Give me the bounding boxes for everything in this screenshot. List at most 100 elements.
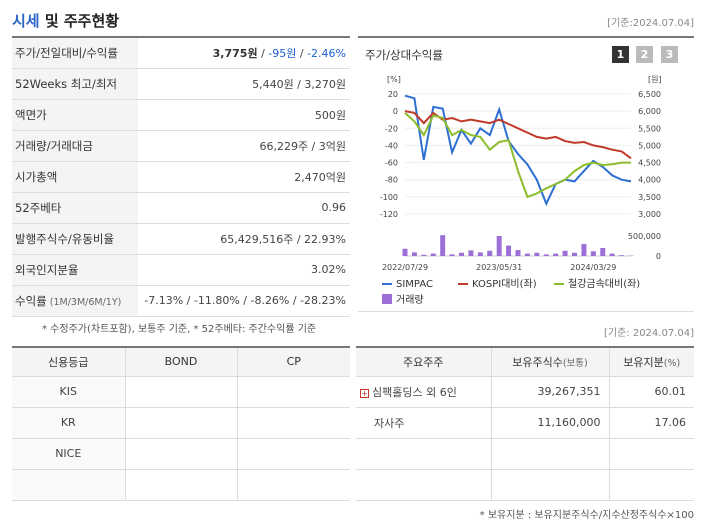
cp-cell (236, 407, 350, 439)
row-label: 52Weeks 최고/최저 (12, 68, 138, 100)
bond-cell (124, 469, 237, 501)
empty-cell (608, 469, 694, 501)
empty-cell (608, 438, 694, 470)
row-label: 수익률 (1M/3M/6M/1Y) (12, 285, 138, 317)
table-row: 외국인지분율 3.02% (12, 254, 350, 286)
legend-swatch (382, 294, 392, 304)
right-tick-label: 5,500 (638, 124, 661, 133)
title-sub: 및 주주현황 (39, 12, 120, 30)
table-row: 액면가 500원 (12, 99, 350, 131)
volume-bar (459, 252, 464, 256)
table-row: 주가/전일대비/수익률 3,775원 / -95원 / -2.46% (12, 37, 350, 69)
agency-cell: NICE (12, 438, 125, 470)
asof-date-2: [기준: 2024.07.04] (603, 328, 694, 339)
pct-cell: 17.06 (608, 407, 694, 439)
right-tick-label: 6,500 (638, 90, 661, 99)
left-tick-label: -40 (385, 141, 398, 150)
header-unit: (보통) (562, 357, 588, 369)
chart-page-3-button[interactable]: 3 (661, 46, 678, 63)
price-change-return: 3,775원 / -95원 / -2.46% (138, 37, 350, 69)
quote-table: 주가/전일대비/수익률 3,775원 / -95원 / -2.46% 52Wee… (12, 36, 350, 317)
row-label: 52주베타 (12, 192, 138, 224)
volume-bar (402, 248, 408, 256)
header-main: 보유지분 (623, 355, 664, 369)
volume-bar (515, 250, 521, 256)
volume-bar (590, 251, 596, 256)
table-row: KIS (12, 376, 350, 408)
left-tick-label: -20 (385, 124, 398, 133)
holder-name: 심팩홀딩스 외 6인 (372, 385, 457, 399)
empty-cell (490, 438, 609, 470)
right-tick-label: 4,500 (638, 159, 661, 168)
agency-cell: KIS (12, 376, 125, 408)
right-tick-label: 3,000 (638, 210, 661, 219)
volume-bar (430, 253, 436, 256)
header-unit: (%) (663, 357, 681, 369)
volume-bar (487, 250, 493, 256)
column-header: 보유지분(%) (608, 347, 694, 377)
agency-cell (12, 469, 125, 501)
column-header: CP (236, 347, 350, 377)
table-row: 수익률 (1M/3M/6M/1Y) -7.13% / -11.80% / -8.… (12, 285, 350, 317)
change-value: -95원 (268, 46, 297, 60)
row-value: 65,429,516주 / 22.93% (138, 223, 350, 255)
volume-bar (449, 254, 455, 256)
column-header: 보유주식수(보통) (490, 347, 609, 377)
volume-bar (524, 253, 530, 256)
shareholders-footnote: * 보유지분 : 보유지분주식수/지수산정주식수×100 (479, 510, 694, 521)
chart-title: 주가/상대수익률 (365, 48, 443, 62)
table-row: KR (12, 407, 350, 439)
volume-bar (609, 253, 615, 256)
row-value: -7.13% / -11.80% / -8.26% / -28.23% (138, 285, 350, 317)
agency-cell: KR (12, 407, 125, 439)
shareholders-table: 주요주주 보유주식수(보통) 보유지분(%) + 심팩홀딩스 외 6인 39,26… (356, 346, 694, 501)
volume-bar (553, 253, 559, 256)
chart-panel: 주가/상대수익률 1 2 3 [%] [원] 20 0 -20 -40 -60 -80 -100… (358, 36, 694, 312)
column-header: BOND (124, 347, 237, 377)
row-value: 5,440원 / 3,270원 (138, 68, 350, 100)
left-tick-label: -80 (385, 176, 398, 185)
volume-bar (496, 236, 502, 256)
bond-cell (124, 407, 237, 439)
row-label: 주가/전일대비/수익률 (12, 37, 138, 69)
price-chart: [%] [원] 20 0 -20 -40 -60 -80 -100 -120 6,500 6,000 5… (380, 75, 662, 306)
row-value: 2,470억원 (138, 161, 350, 193)
volume-bar (562, 250, 568, 256)
shares-cell: 11,160,000 (490, 407, 609, 439)
row-value: 66,229주 / 3억원 (138, 130, 350, 162)
cp-cell (236, 438, 350, 470)
right-tick-label: 4,000 (638, 176, 661, 185)
empty-cell (356, 469, 491, 501)
right-tick-label: 6,000 (638, 107, 661, 116)
left-tick-label: 20 (388, 90, 398, 99)
table-row (356, 469, 694, 501)
page-title: 시세 및 주주현황 (12, 10, 119, 31)
row-label: 거래량/거래대금 (12, 130, 138, 162)
table-row: + 심팩홀딩스 외 6인 39,267,351 60.01 (356, 376, 694, 408)
shares-cell: 39,267,351 (490, 376, 609, 408)
right-tick-label: 5,000 (638, 141, 661, 150)
left-tick-label: -100 (380, 193, 398, 202)
legend-label: 거래량 (396, 294, 424, 306)
volume-bar (619, 255, 625, 256)
asof-date: [기준:2024.07.04] (607, 18, 694, 29)
price-value: 3,775원 (212, 46, 258, 60)
volume-bar (543, 254, 549, 256)
expand-plus-icon[interactable]: + (360, 388, 369, 398)
chart-page-2-button[interactable]: 2 (636, 46, 653, 63)
table-row: NICE (12, 438, 350, 470)
volume-bar (411, 252, 417, 256)
table-row: 자사주 11,160,000 17.06 (356, 407, 694, 439)
x-tick-label: 2023/05/31 (476, 263, 522, 272)
volume-bar (477, 252, 483, 256)
column-header: 신용등급 (12, 347, 125, 377)
table-row: 52주베타 0.96 (12, 192, 350, 224)
chart-page-1-button[interactable]: 1 (612, 46, 629, 63)
volume-bar (581, 244, 587, 256)
table-row (12, 469, 350, 501)
quote-footnote: * 수정주가(차트포함), 보통주 기준, * 52주베타: 주간수익률 기준 (42, 324, 317, 335)
volume-bar (572, 252, 577, 256)
volume-bar (440, 235, 446, 256)
title-main: 시세 (12, 12, 40, 30)
volume-tick-label: 500,000 (628, 232, 661, 241)
